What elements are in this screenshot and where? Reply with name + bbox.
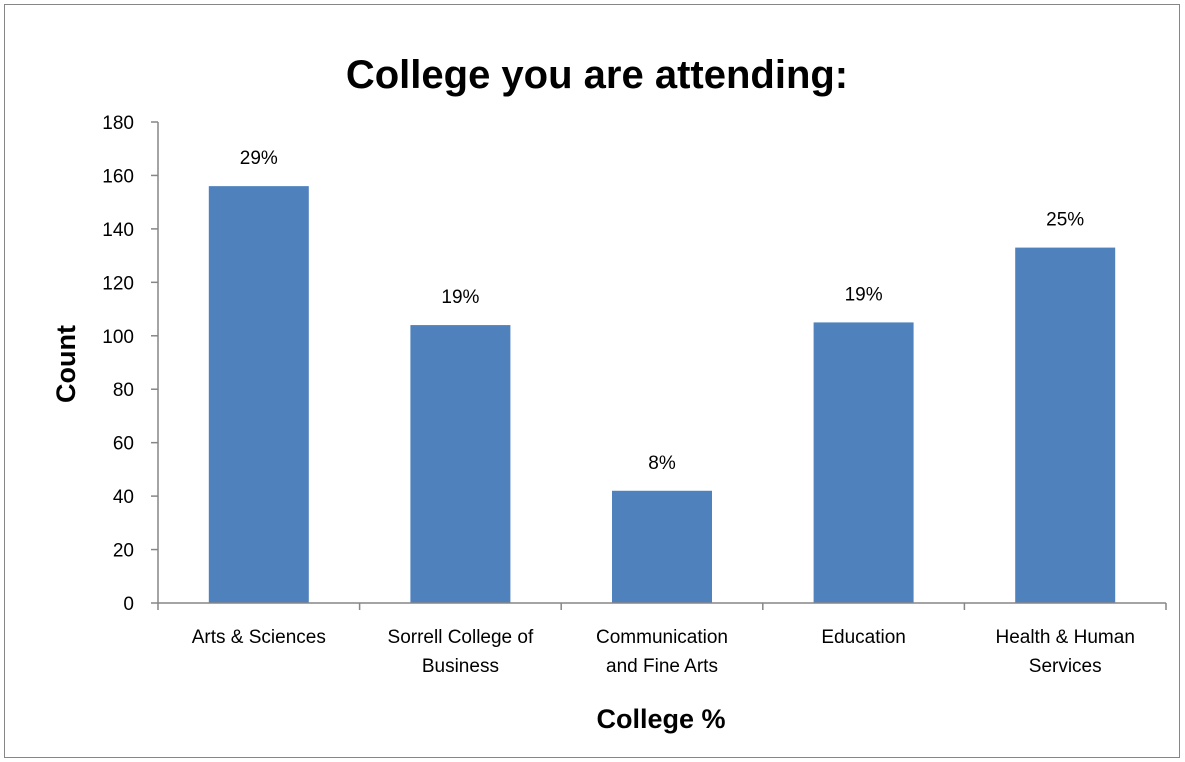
y-tick-label: 40 <box>113 487 134 508</box>
x-category-label: Arts & Sciences <box>192 627 326 648</box>
bar <box>208 186 309 603</box>
y-axis-title: Count <box>51 325 81 403</box>
chart-title: College you are attending: <box>346 53 848 97</box>
bar <box>1015 247 1116 603</box>
x-category-label: Services <box>1029 656 1102 677</box>
bar <box>410 325 511 603</box>
data-label: 8% <box>648 453 676 474</box>
x-axis: Arts & Sciences Sorrell College of Busines… <box>157 602 1167 677</box>
y-tick-label: 20 <box>113 541 134 562</box>
y-tick-label: 100 <box>102 327 134 348</box>
data-label: 25% <box>1046 210 1084 231</box>
data-labels: 29% 19% 8% 19% 25% <box>240 148 1085 474</box>
x-category-label: Sorrell College of <box>388 627 534 648</box>
chart-frame <box>4 4 1180 758</box>
x-category-label: and Fine Arts <box>606 656 718 677</box>
data-label: 19% <box>441 287 479 308</box>
x-category-label: Business <box>422 656 499 677</box>
y-tick-label: 140 <box>102 220 134 241</box>
y-tick-label: 180 <box>102 113 134 134</box>
y-axis: 0 20 40 60 80 100 120 140 160 180 <box>102 113 159 615</box>
data-label: 19% <box>845 284 883 305</box>
bar <box>813 322 914 603</box>
x-category-label: Education <box>821 627 906 648</box>
y-tick-label: 80 <box>113 380 134 401</box>
bar-series <box>208 186 1116 603</box>
x-category-label: Health & Human <box>995 627 1134 648</box>
x-category-label: Communication <box>596 627 728 648</box>
y-tick-label: 60 <box>113 434 134 455</box>
y-tick-label: 0 <box>123 594 134 615</box>
x-axis-title: College % <box>596 704 725 734</box>
bar <box>612 490 712 603</box>
y-tick-label: 160 <box>102 166 134 187</box>
data-label: 29% <box>240 148 278 169</box>
y-tick-label: 120 <box>102 273 134 294</box>
